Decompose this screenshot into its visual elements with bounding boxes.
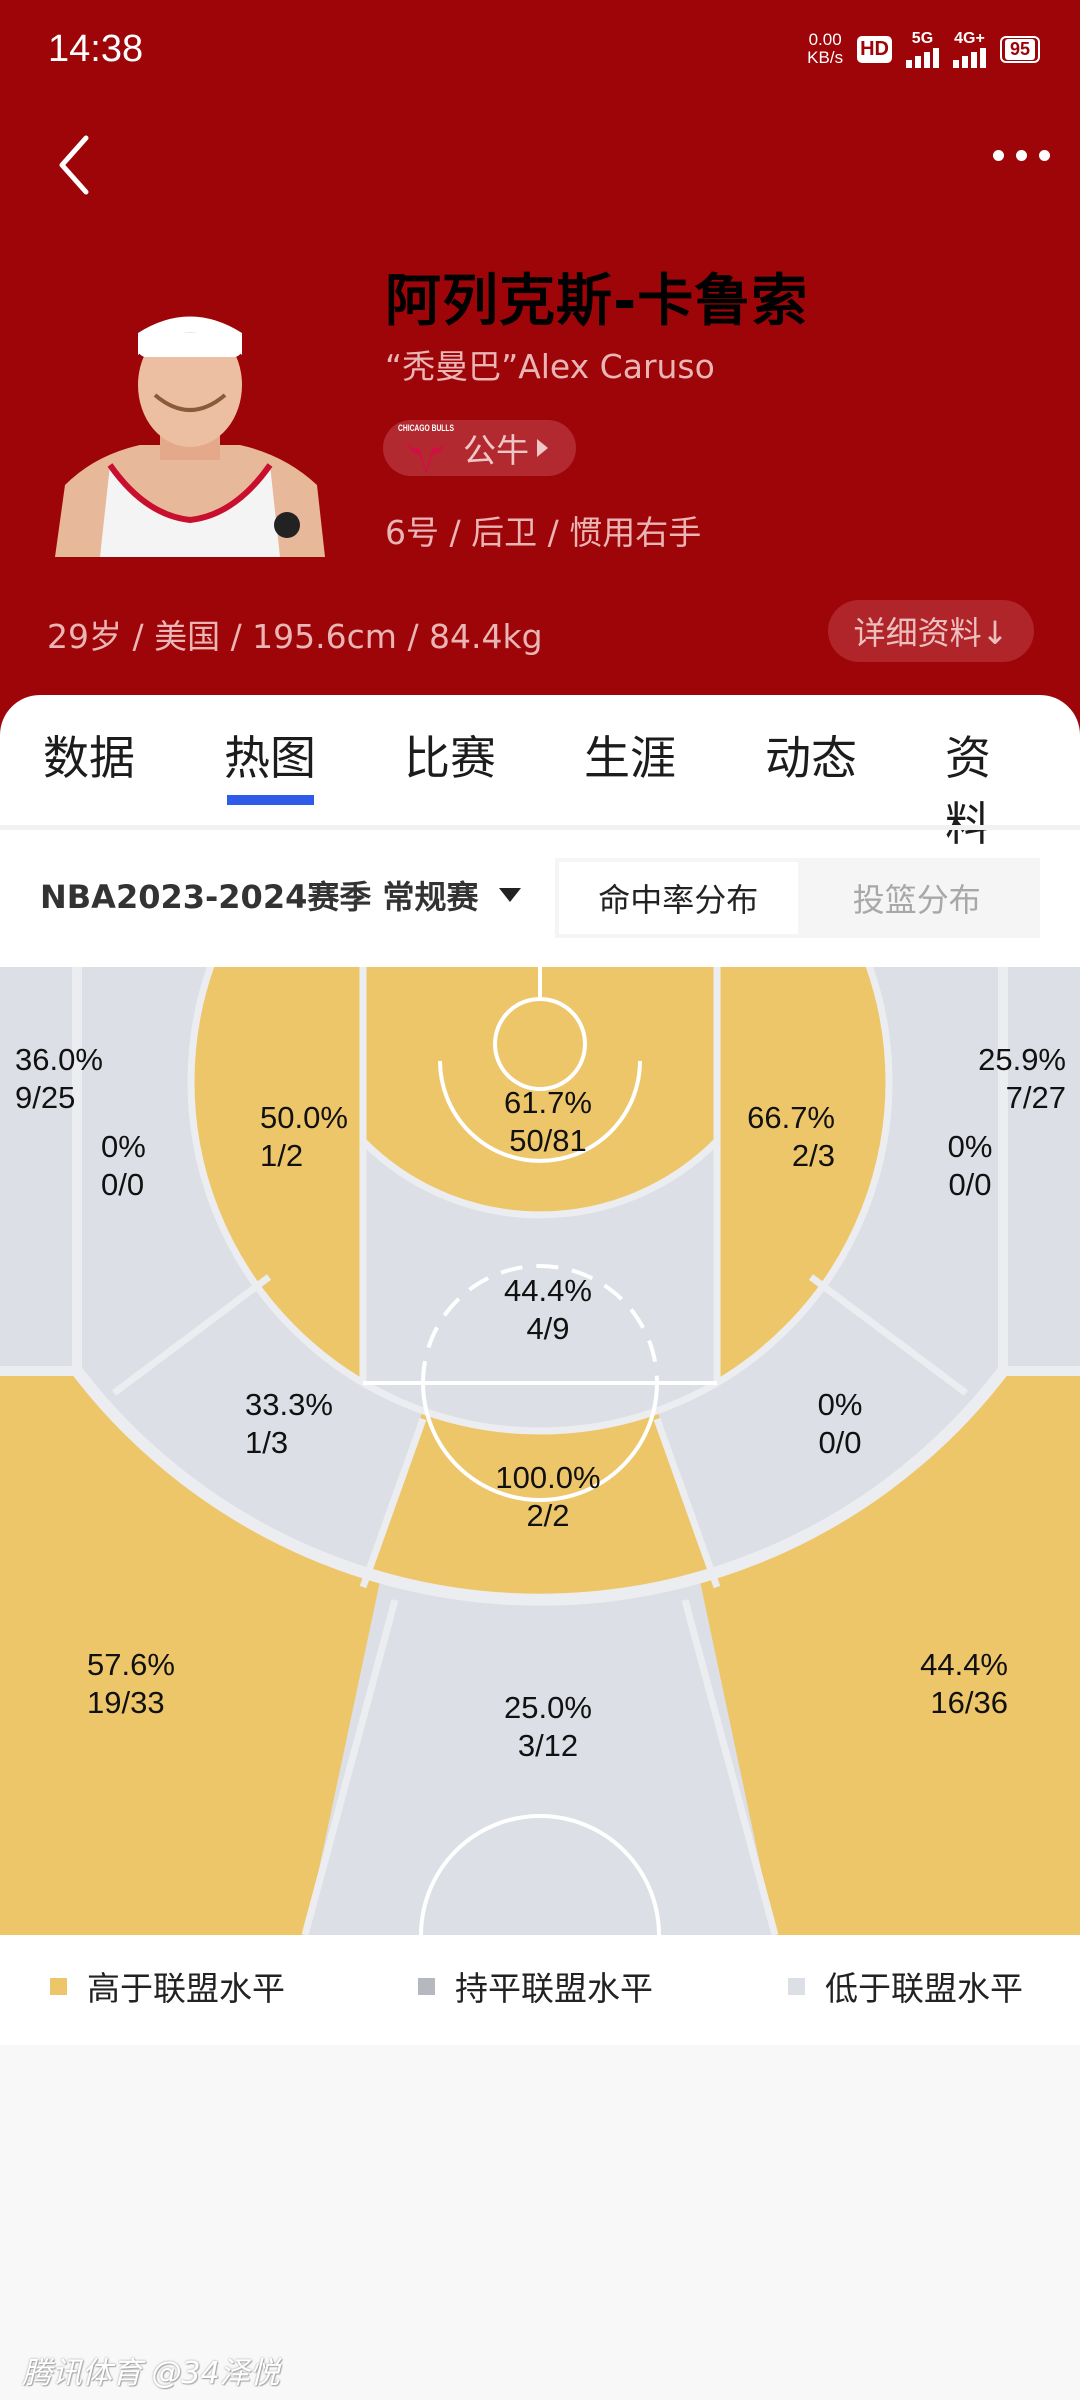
player-photo: [55, 315, 325, 557]
zone-right-corner-3-made: 7/27: [1006, 1080, 1066, 1115]
zone-right-mid-pct: 66.7%: [747, 1100, 835, 1135]
zone-restricted-pct: 61.7%: [504, 1085, 592, 1120]
restricted-arc: [438, 1060, 642, 1163]
chevron-left-icon: [59, 135, 89, 195]
signal-5g-icon: 5G: [905, 30, 939, 68]
more-horizontal-icon: [993, 150, 1004, 161]
battery-level: 95: [1004, 38, 1035, 60]
zone-left-wing-mid-made: 0/0: [101, 1167, 144, 1202]
zone-right-elbow-made: 0/0: [818, 1425, 861, 1460]
back-button[interactable]: [52, 132, 102, 198]
status-bar-icons: 0.00 KB/s HD 5G 4G+ 95: [807, 30, 1040, 68]
zone-left-elbow-made: 1/3: [245, 1425, 288, 1460]
free-throw-circle-lower: [421, 1382, 659, 1502]
team-logo-text: CHICAGO BULLS: [398, 423, 454, 433]
toggle-accuracy[interactable]: 命中率分布: [559, 862, 798, 934]
free-throw-circle-upper: [421, 1264, 659, 1384]
bulls-logo-icon: CHICAGO BULLS: [398, 423, 454, 474]
net-speed-value: 0.00: [808, 30, 842, 49]
zone-dividers: [0, 967, 1080, 1935]
status-time: 14:38: [48, 28, 144, 70]
battery-icon: 95: [999, 35, 1040, 63]
zone-top-key-3-pct: 25.0%: [504, 1690, 592, 1725]
legend-label: 高于联盟水平: [87, 1969, 285, 2008]
player-nickname: “秃曼巴”Alex Caruso: [385, 347, 715, 386]
legend-label: 低于联盟水平: [825, 1969, 1023, 2008]
season-dropdown[interactable]: NBA2023-2024赛季 常规赛: [40, 872, 521, 918]
zone-paint-pct: 44.4%: [504, 1273, 592, 1308]
zone-paint: [363, 1141, 717, 1431]
half-court-circle: [419, 1814, 661, 1935]
signal-4g-icon: 4G+: [952, 30, 986, 68]
legend-swatch-equal: [418, 1977, 435, 1995]
zone-left-corner-3-pct: 36.0%: [15, 1042, 103, 1077]
zone-top-key-mid-made: 2/2: [526, 1498, 569, 1533]
player-info: 29岁 / 美国 / 195.6cm / 84.4kg: [47, 617, 543, 656]
legend-label: 持平联盟水平: [455, 1969, 653, 2008]
legend-equal: 持平联盟水平: [418, 1962, 653, 2010]
zone-left-elbow-pct: 33.3%: [245, 1387, 333, 1422]
sim-label: 5G: [911, 30, 934, 47]
tab-heatmap[interactable]: 热图: [224, 731, 316, 785]
sim2-label: 4G+: [954, 30, 985, 47]
net-speed: 0.00 KB/s: [807, 31, 843, 67]
legend-below: 低于联盟水平: [788, 1962, 1023, 2010]
watermark: 腾讯体育 @34泽悦: [22, 2356, 280, 2391]
zone-right-mid-made: 2/3: [792, 1138, 835, 1173]
zone-left-wing-mid-pct: 0%: [101, 1129, 146, 1164]
zone-paint-made: 4/9: [526, 1311, 569, 1346]
tab-news[interactable]: 动态: [765, 731, 857, 785]
tab-data[interactable]: 数据: [43, 731, 135, 785]
zone-top-key-mid-pct: 100.0%: [495, 1460, 600, 1495]
toggle-shot-distribution[interactable]: 投篮分布: [852, 881, 981, 919]
legend-swatch-below: [788, 1977, 805, 1995]
zone-right-wing-3-made: 16/36: [930, 1685, 1008, 1720]
zone-top-key-3: [305, 1487, 775, 1935]
legend-swatch-above: [50, 1977, 67, 1995]
zone-left-wing-3-made: 19/33: [87, 1685, 165, 1720]
legend-above: 高于联盟水平: [50, 1962, 285, 2010]
zone-restricted-made: 50/81: [509, 1123, 587, 1158]
shot-heatmap: 36.0%9/250%0/050.0%1/261.7%50/8166.7%2/3…: [0, 967, 1080, 1935]
divider: [0, 825, 1080, 830]
tab-games[interactable]: 比赛: [404, 731, 496, 785]
caret-down-icon: [498, 888, 521, 902]
zone-left-mid-pct: 50.0%: [260, 1100, 348, 1135]
hd-icon: HD: [857, 35, 892, 63]
zone-right-corner-3-pct: 25.9%: [978, 1042, 1066, 1077]
caret-right-icon: [537, 439, 548, 457]
detail-info-button[interactable]: 详细资料↓: [828, 600, 1034, 662]
zone-right-wing-mid-pct: 0%: [948, 1129, 993, 1164]
zone-right-wing-3-pct: 44.4%: [920, 1647, 1008, 1682]
more-button[interactable]: [993, 150, 1050, 161]
player-position: 6号 / 后卫 / 惯用右手: [385, 513, 702, 552]
hoop: [493, 997, 587, 1091]
net-speed-unit: KB/s: [807, 48, 844, 67]
team-name: 公牛: [463, 431, 529, 470]
zone-left-wing-3-pct: 57.6%: [87, 1647, 175, 1682]
player-name: 阿列克斯-卡鲁索: [385, 269, 809, 334]
zone-right-wing-mid-made: 0/0: [948, 1167, 991, 1202]
zone-left-mid-made: 1/2: [260, 1138, 303, 1173]
zone-top-key-3-made: 3/12: [518, 1728, 578, 1763]
active-tab-indicator: [227, 795, 314, 805]
team-link[interactable]: CHICAGO BULLS 公牛: [383, 420, 576, 476]
zone-left-corner-3-made: 9/25: [15, 1080, 75, 1115]
season-label: NBA2023-2024赛季 常规赛: [40, 878, 479, 916]
tab-career[interactable]: 生涯: [584, 731, 676, 785]
zone-right-elbow-pct: 0%: [818, 1387, 863, 1422]
view-toggle: 命中率分布 投篮分布: [555, 858, 1040, 938]
tab-profile[interactable]: 资料: [945, 731, 991, 851]
